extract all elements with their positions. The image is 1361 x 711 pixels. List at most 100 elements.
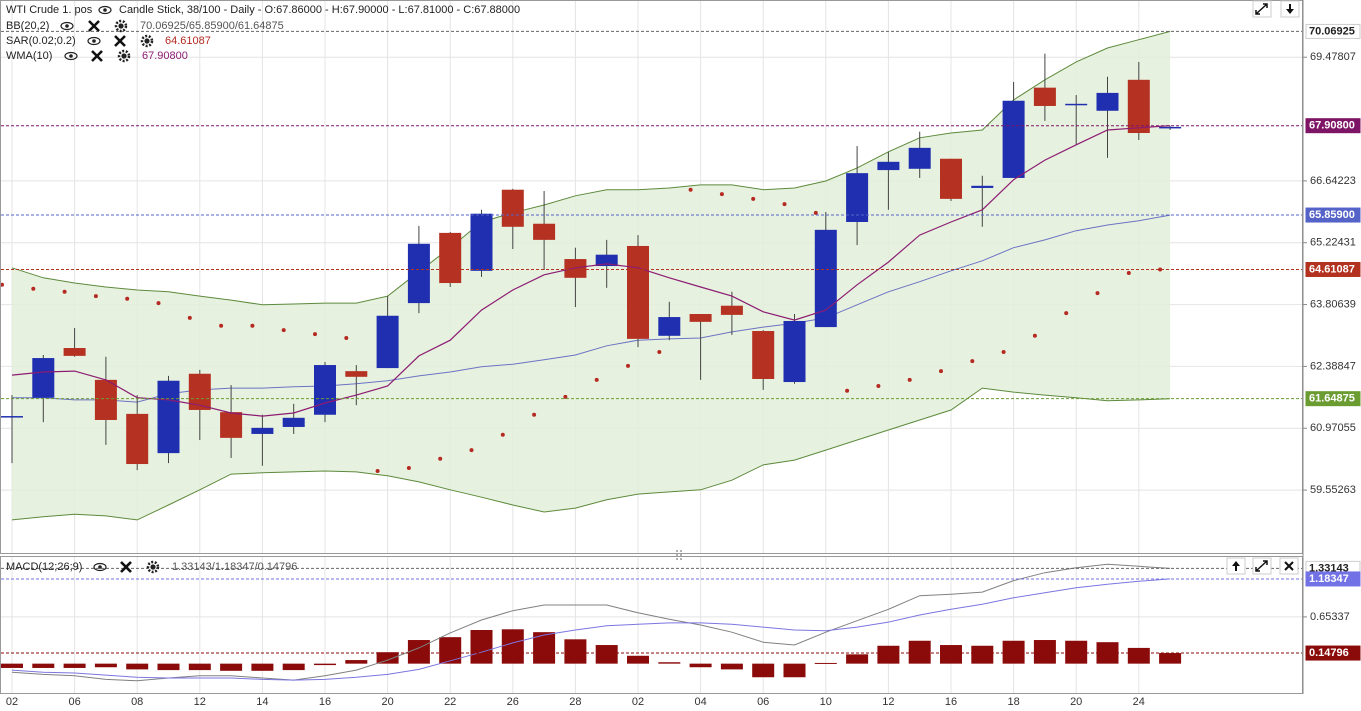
- candle-body: [752, 331, 775, 379]
- marker-label: 61.64875: [1309, 393, 1355, 405]
- candle-body: [1, 416, 23, 418]
- remove-icon[interactable]: [91, 50, 103, 62]
- remove-icon[interactable]: [120, 561, 132, 573]
- arrow: [1255, 3, 1268, 15]
- cross-stroke: [1284, 561, 1294, 571]
- candle-body: [188, 373, 211, 410]
- macd-histogram-bar: [407, 640, 430, 664]
- marker-label-bg: [1305, 207, 1361, 223]
- panel-button[interactable]: [1252, 557, 1272, 575]
- resize-handle[interactable]: [676, 550, 682, 560]
- sar-dot: [156, 301, 161, 306]
- panel-button[interactable]: [1279, 557, 1299, 575]
- settings-icon[interactable]: [146, 560, 160, 574]
- macd-histogram-bar: [627, 655, 649, 664]
- marker-label-bg: [1305, 571, 1361, 587]
- x-tick-label: 16: [319, 696, 331, 708]
- settings-icon[interactable]: [140, 34, 154, 48]
- candle-body: [94, 379, 117, 420]
- gear-teeth: [114, 19, 128, 33]
- marker-label: 70.06925: [1309, 25, 1355, 37]
- sar-dot: [657, 349, 662, 354]
- sar-dot: [782, 202, 787, 207]
- x-tick-label: 20: [1070, 696, 1082, 708]
- eye-icon[interactable]: [98, 5, 112, 15]
- toolbar-icons: [60, 0, 1300, 575]
- candle-body: [971, 185, 994, 188]
- macd-histogram-bar: [188, 663, 211, 671]
- macd-histogram-bar: [1065, 640, 1088, 664]
- candle-body: [689, 314, 712, 322]
- gear-hub: [150, 564, 156, 570]
- eye-icon[interactable]: [93, 562, 107, 572]
- sar-dot: [469, 448, 474, 453]
- indicator-line: [11, 30, 1171, 306]
- macd-histogram-bar: [689, 663, 712, 668]
- settings-icon[interactable]: [117, 49, 131, 63]
- band-fill: [12, 31, 1171, 520]
- eye-pupil: [65, 24, 69, 28]
- macd-histogram-bar: [32, 663, 55, 668]
- candle-body: [470, 213, 493, 271]
- sar-dot: [907, 377, 912, 382]
- eye-shape: [87, 36, 101, 46]
- gear-teeth: [117, 49, 131, 63]
- gear-hub: [118, 23, 124, 29]
- macd-histogram-bar: [908, 640, 931, 664]
- x-tick-label: 06: [757, 696, 769, 708]
- eye-icon[interactable]: [60, 21, 74, 31]
- panel-button[interactable]: [1280, 0, 1300, 18]
- candle-body: [407, 243, 430, 304]
- candle-body: [783, 320, 806, 383]
- macd-histogram-bar: [940, 645, 962, 664]
- gear-hub: [144, 38, 150, 44]
- legend-name: WMA(10): [6, 50, 52, 62]
- sar-dot: [1001, 349, 1006, 354]
- sar-dot: [187, 315, 192, 320]
- panel-button[interactable]: [1252, 0, 1272, 18]
- sar-dot: [939, 369, 943, 374]
- macd-histogram-bar: [220, 663, 243, 671]
- marker-label-bg: [1305, 118, 1361, 134]
- x-tick-label: 24: [1133, 696, 1145, 708]
- candle-body: [220, 412, 243, 438]
- x-tick-label: 28: [569, 696, 581, 708]
- sar-dot: [438, 456, 443, 461]
- sar-dot: [594, 377, 599, 382]
- plot-area: 02 06 08 12 14 16 20 22 26 28 02 04 06 10 12 16 18 20 24 70…: [0, 23, 1361, 708]
- candle-body: [314, 365, 336, 415]
- candle-body: [1002, 100, 1025, 178]
- eye-pupil: [98, 565, 102, 569]
- macd-histogram-bar: [752, 663, 775, 678]
- eye-pupil: [103, 8, 107, 12]
- chart-subtitle: Candle Stick, 38/100 - Daily - O:67.8600…: [119, 4, 520, 16]
- arrow: [1232, 561, 1240, 571]
- marker-label: 64.61087: [1309, 263, 1355, 275]
- candle-body: [846, 173, 869, 222]
- candle-body: [63, 348, 86, 356]
- indicator-line: [11, 125, 1171, 417]
- sar-dot: [62, 289, 67, 294]
- indicator-line: [11, 563, 1171, 682]
- remove-icon[interactable]: [114, 35, 126, 47]
- macd-histogram-bar: [1159, 653, 1182, 664]
- macd-histogram-bar: [251, 663, 274, 671]
- x-tick-label: 12: [194, 696, 206, 708]
- eye-icon[interactable]: [64, 51, 78, 61]
- candle-body: [501, 189, 524, 227]
- eye-icon[interactable]: [87, 36, 101, 46]
- indicator-line: [11, 578, 1171, 681]
- x-tick-label: 06: [68, 696, 80, 708]
- macd-histogram-bar: [376, 652, 399, 664]
- remove-icon[interactable]: [88, 20, 100, 32]
- y-tick-label: 66.64223: [1310, 175, 1356, 187]
- x-tick-label: 14: [256, 696, 268, 708]
- panel-button[interactable]: [1226, 557, 1246, 575]
- cross-stroke: [91, 50, 103, 62]
- indicator-line: [11, 387, 1171, 521]
- legend-value: 67.90800: [142, 50, 188, 62]
- macd-histogram-bar: [1033, 640, 1056, 664]
- candle-body: [32, 358, 55, 398]
- settings-icon[interactable]: [114, 19, 128, 33]
